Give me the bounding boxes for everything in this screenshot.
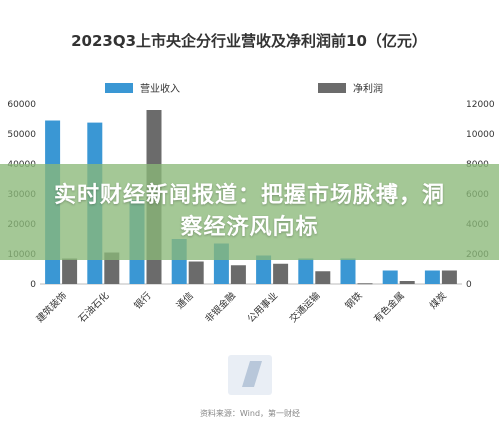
category-label: 银行 [132,289,154,311]
left-tick-label: 60000 [7,100,36,110]
category-label: 有色金属 [371,290,406,325]
category-label: 建筑装饰 [34,290,69,325]
bar-profit [230,265,246,284]
category-label: 非银金融 [203,289,239,325]
bar-revenue [340,258,356,284]
bar-profit [399,281,415,284]
legend-swatch-profit [318,83,346,93]
bar-revenue [256,255,272,284]
bar-revenue [298,258,314,284]
category-label: 钢铁 [343,289,365,311]
bar-profit [273,263,289,284]
bar-profit [315,271,331,284]
chart-title: 2023Q3上市央企分行业营收及净利润前10（亿元） [71,32,427,50]
headline-banner: 实时财经新闻报道：把握市场脉搏，洞察经济风向标 [0,164,499,260]
legend-label-profit: 净利润 [353,82,383,95]
category-label: 通信 [174,290,196,312]
right-tick-label: 12000 [466,100,495,110]
category-label: 煤炭 [427,289,449,311]
bar-profit [104,252,120,284]
bar-profit [188,261,204,284]
bar-profit [441,270,457,284]
left-tick-label: 50000 [7,130,36,140]
source-note: 资料来源：Wind，第一财经 [200,408,300,418]
right-tick-label: 10000 [466,130,495,140]
legend-label-revenue: 营业收入 [140,82,180,95]
category-label: 交通运输 [287,289,323,325]
bar-profit [357,283,373,285]
bar-profit [62,258,78,284]
legend-swatch-revenue [105,83,133,93]
bar-revenue [424,270,440,284]
bar-revenue [382,270,398,284]
left-tick-label: 0 [30,280,36,290]
category-labels: 建筑装饰 石油石化 银行 通信 非银金融 公用事业 交通运输 钢铁 有色金属 煤炭 [34,289,450,325]
headline-text: 实时财经新闻报道：把握市场脉搏，洞察经济风向标 [53,183,445,240]
category-label: 公用事业 [245,290,280,325]
right-tick-label: 0 [466,280,472,290]
wind-logo [228,355,272,395]
category-label: 石油石化 [76,289,112,325]
